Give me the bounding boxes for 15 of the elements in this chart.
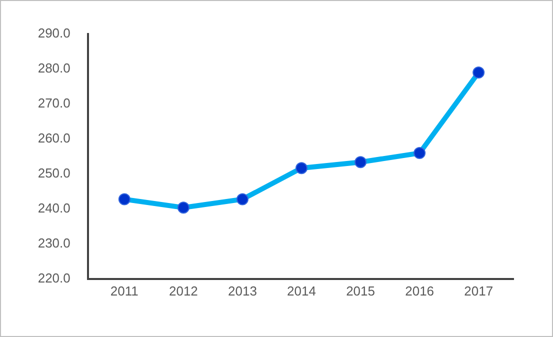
x-tick-label: 2013: [228, 284, 257, 299]
x-tick-label: 2011: [110, 284, 138, 299]
y-tick-label: 280.0: [38, 60, 70, 76]
x-tick-label: 2012: [168, 284, 198, 299]
x-tick-label: 2017: [464, 284, 494, 299]
x-tick-label: 2015: [346, 284, 375, 299]
y-tick-label: 270.0: [38, 96, 70, 111]
y-tick-label: 250.0: [38, 166, 70, 181]
x-tick-label: 2014: [287, 284, 316, 299]
y-tick-label: 220.0: [38, 270, 70, 286]
x-tick-label: 2016: [405, 284, 434, 299]
y-tick-label: 230.0: [38, 236, 70, 251]
y-tick-label: 240.0: [38, 200, 70, 216]
y-tick-label: 290.0: [38, 26, 70, 41]
y-tick-label: 260.0: [38, 130, 70, 146]
